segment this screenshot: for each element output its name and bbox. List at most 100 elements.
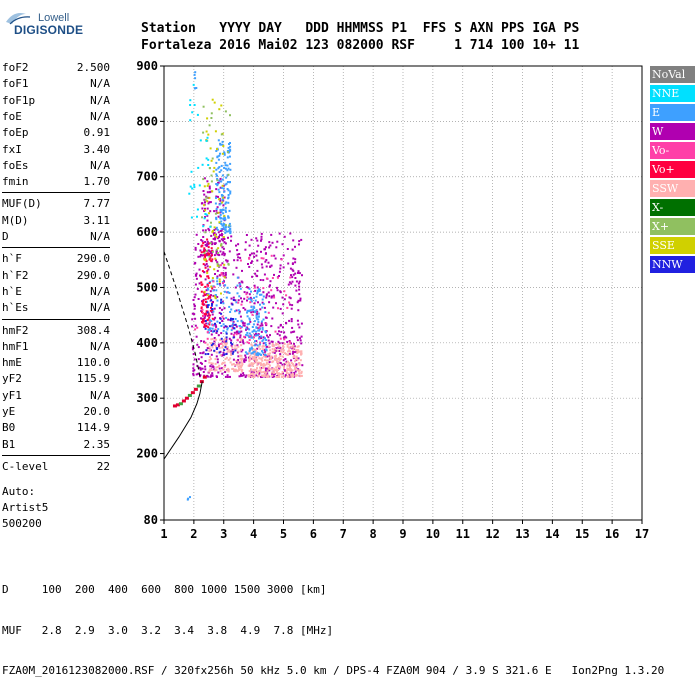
echo-point [227, 194, 230, 196]
param-name: M(D) [2, 213, 29, 227]
echo-point [224, 346, 227, 349]
echo-point [264, 369, 267, 372]
echo-point [249, 253, 252, 256]
echo-point [261, 306, 264, 309]
echo-point [278, 275, 280, 277]
echo-point [229, 375, 231, 378]
echo-point [257, 361, 260, 364]
echo-point [201, 270, 204, 273]
echo-point [199, 275, 202, 278]
echo-point [277, 346, 280, 349]
echo-point [211, 287, 214, 290]
echo-point [216, 184, 219, 187]
echo-point [200, 283, 203, 286]
param-value: 2.500 [76, 61, 110, 74]
x-tick-label: 9 [399, 527, 406, 541]
y-tick-label: 300 [136, 391, 158, 405]
echo-point [292, 364, 295, 367]
echo-point [243, 291, 246, 294]
echo-point [227, 230, 230, 233]
echo-point [193, 296, 196, 299]
echo-point [252, 310, 255, 313]
echo-point [236, 284, 239, 287]
echo-point [257, 321, 260, 323]
echo-point [212, 280, 215, 283]
param-value: 3.11 [83, 213, 111, 227]
echo-cluster-sse [203, 98, 226, 300]
echo-point [267, 375, 270, 378]
echo-point [196, 215, 198, 218]
echo-point [199, 139, 202, 142]
echo-point [206, 337, 209, 340]
echo-point [215, 161, 218, 164]
echo-point [215, 150, 218, 152]
echo-point [283, 235, 286, 238]
echo-point [265, 265, 268, 268]
echo-point [210, 353, 213, 356]
echo-point [255, 295, 258, 298]
echo-point [224, 371, 227, 373]
echo-point [253, 306, 256, 309]
echo-point [211, 327, 214, 330]
echo-point [209, 327, 212, 330]
param-name: foEp [2, 126, 29, 140]
echo-point [273, 273, 275, 276]
echo-point [204, 264, 207, 267]
echo-point [219, 199, 222, 202]
echo-point [215, 209, 218, 212]
echo-point [231, 348, 234, 351]
echo-point [194, 273, 197, 276]
echo-point [290, 307, 293, 310]
echo-point [222, 282, 224, 285]
echo-point [282, 375, 285, 378]
echo-point [195, 87, 198, 89]
echo-point [259, 341, 262, 344]
echo-point [287, 375, 290, 377]
echo-point [242, 307, 245, 309]
echo-point [289, 276, 292, 279]
echo-point [203, 252, 206, 255]
echo-point [227, 216, 230, 219]
echo-point [276, 240, 279, 243]
echo-point [225, 296, 228, 299]
echo-point [271, 317, 274, 320]
echo-point [187, 497, 190, 500]
echo-point [225, 201, 228, 204]
echo-point [300, 238, 303, 241]
echo-point [263, 354, 265, 357]
echo-point [232, 320, 235, 323]
param-row: foF1p N/A [2, 93, 110, 109]
echo-point [279, 264, 282, 267]
echo-point [240, 344, 243, 347]
echo-point [260, 232, 263, 235]
echo-point [238, 253, 241, 255]
echo-point [255, 254, 258, 257]
echo-point [210, 285, 213, 288]
echo-point [228, 350, 231, 353]
echo-point [208, 358, 211, 361]
echo-point [275, 349, 278, 352]
echo-point [192, 353, 195, 356]
echo-point [216, 269, 219, 272]
echo-point [253, 368, 256, 371]
echo-point [260, 371, 263, 374]
echo-point [298, 293, 301, 296]
echo-point [223, 152, 226, 155]
echo-point [213, 340, 216, 343]
echo-point [291, 280, 294, 283]
echo-point [211, 254, 213, 257]
echo-point [224, 224, 227, 227]
echo-point [229, 230, 232, 233]
echo-point [207, 322, 210, 325]
param-value: N/A [90, 77, 110, 91]
echo-point [249, 335, 252, 338]
echo-point [228, 209, 231, 212]
echo-point [223, 349, 226, 352]
echo-point [237, 309, 240, 312]
echo-point [239, 374, 242, 377]
echo-point [266, 367, 269, 370]
echo-point [263, 273, 266, 276]
echo-point [295, 359, 298, 362]
echo-point [298, 326, 301, 329]
legend-entry-vo-: Vo+ [650, 161, 695, 178]
